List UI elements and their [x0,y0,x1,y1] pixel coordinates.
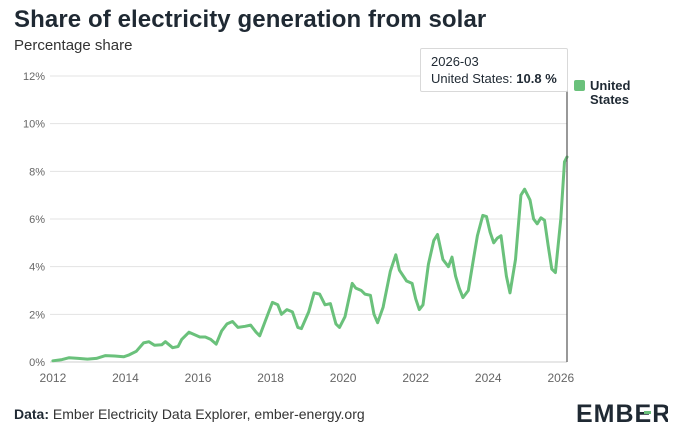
legend-label: United States [590,78,631,107]
ember-logo: EMBER [576,400,668,428]
y-tick-label: 8% [29,166,45,178]
x-tick-label: 2012 [40,371,67,385]
y-tick-label: 2% [29,309,45,321]
tooltip-row: United States: 10.8 % [431,71,557,86]
x-tick-label: 2016 [185,371,212,385]
series-line-united-states[interactable] [51,155,569,363]
y-tick-label: 10% [23,119,45,131]
tooltip-value: 10.8 % [516,71,557,86]
grid-lines [50,75,567,363]
tooltip-series-label: United States: [431,71,513,86]
x-tick-label: 2018 [257,371,284,385]
chart-title: Share of electricity generation from sol… [14,6,487,33]
tooltip-date: 2026-03 [431,54,479,69]
x-tick-label: 2022 [402,371,429,385]
x-tick-label: 2024 [475,371,502,385]
x-tick-label: 2026 [547,371,574,385]
source-label: Data: [14,406,50,422]
legend-swatch [574,80,585,91]
x-tick-label: 2014 [112,371,139,385]
source-footer: Data: Ember Electricity Data Explorer, e… [14,406,365,422]
y-tick-label: 0% [29,357,45,369]
y-tick-label: 4% [29,262,45,274]
svg-text:EMBER: EMBER [576,400,668,428]
x-tick-label: 2020 [330,371,357,385]
y-tick-label: 12% [23,71,45,83]
hover-tooltip: 2026-03 United States: 10.8 % [420,48,568,92]
chart-subtitle: Percentage share [14,37,133,54]
y-axis-ticks: 0% 2% 4% 6% 8% 10% 12% [23,71,45,369]
y-tick-label: 6% [29,214,45,226]
source-text: Ember Electricity Data Explorer, ember-e… [52,406,365,422]
x-axis-ticks: 2012 2014 2016 2018 2020 2022 2024 2026 [40,371,575,385]
